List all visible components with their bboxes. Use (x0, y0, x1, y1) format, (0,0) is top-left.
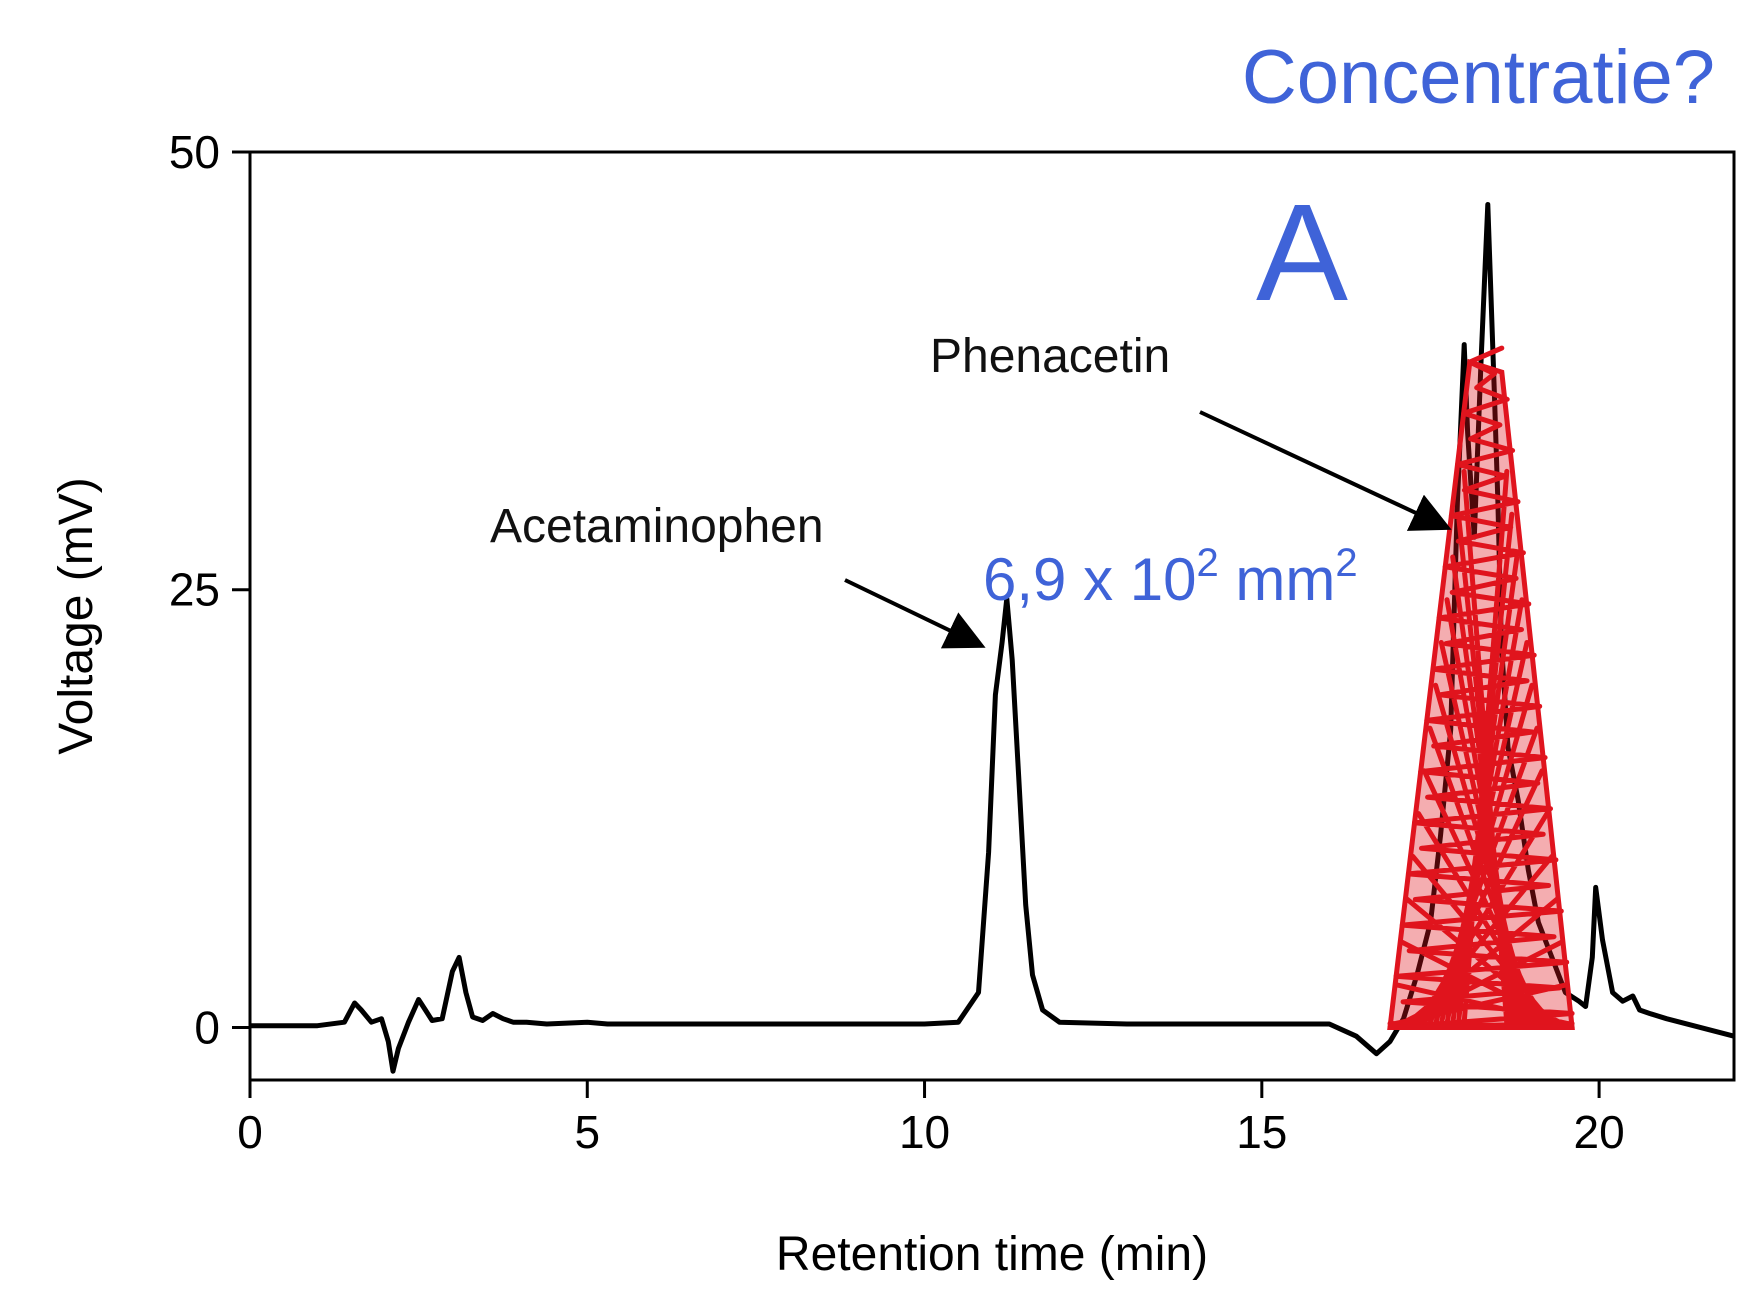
arrow-phenacetin (1199, 410, 1452, 531)
axes: 0 5 10 15 20 0 25 50 (169, 126, 1625, 1158)
area-unit-exponent: 2 (1335, 541, 1357, 585)
y-tick-label: 50 (169, 126, 220, 178)
x-tick-label: 15 (1236, 1106, 1287, 1158)
x-tick-label: 10 (899, 1106, 950, 1158)
x-tick-label: 20 (1574, 1106, 1625, 1158)
x-axis-title: Retention time (min) (776, 1228, 1208, 1281)
letter-a: A (1256, 176, 1348, 330)
area-value: 6,9 x 102 mm2 (983, 541, 1358, 613)
area-main: 6,9 x 10 (983, 546, 1197, 613)
annotation-acetaminophen: Acetaminophen (490, 500, 824, 553)
area-exponent: 2 (1197, 541, 1219, 585)
x-tick-label: 5 (574, 1106, 600, 1158)
concentration-question: Concentratie? (1242, 35, 1715, 120)
plot-frame (248, 150, 1736, 1082)
y-tick-label: 0 (194, 1001, 220, 1053)
area-unit: mm (1219, 546, 1336, 613)
y-axis-title: Voltage (mV) (50, 477, 103, 754)
arrow-acetaminophen (844, 578, 986, 649)
red-scribble (1387, 345, 1575, 1030)
annotation-phenacetin: Phenacetin (930, 330, 1170, 383)
x-tick-label: 0 (237, 1106, 263, 1158)
red-envelope (1387, 358, 1575, 1030)
phenacetin-area-highlight (1387, 345, 1575, 1030)
y-tick-label: 25 (169, 564, 220, 616)
